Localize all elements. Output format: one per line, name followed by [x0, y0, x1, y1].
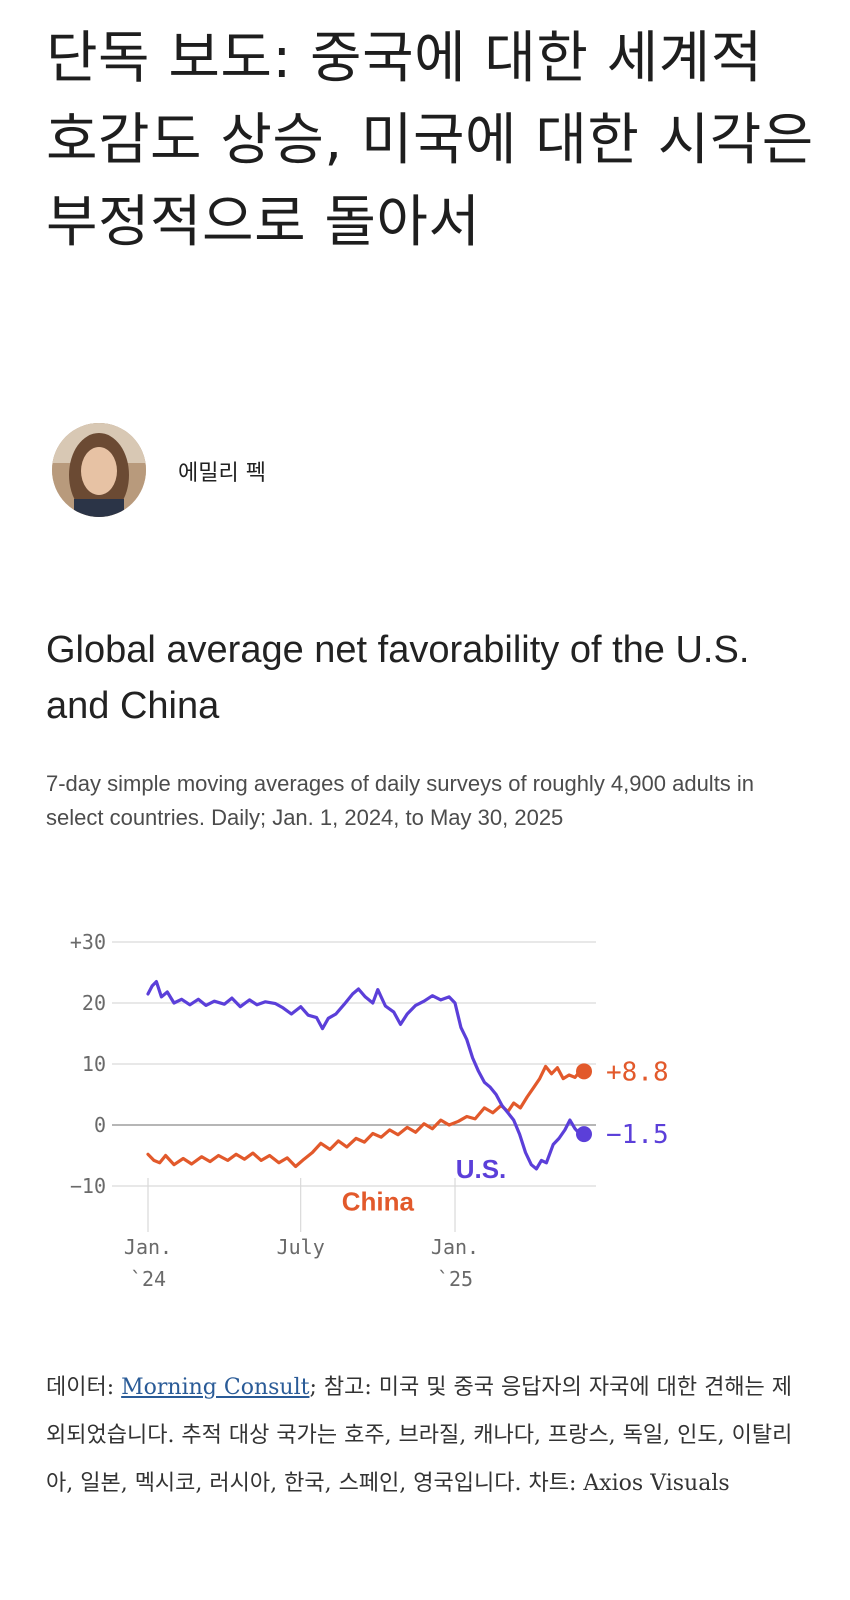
author-name[interactable]: 에밀리 펙 [178, 461, 266, 486]
chart-subtitle: 7-day simple moving averages of daily su… [46, 771, 755, 830]
y-tick-label: −10 [70, 1174, 106, 1198]
series-annotation-china: China [342, 1186, 415, 1216]
article-headline: 단독 보도: 중국에 대한 세계적 호감도 상승, 미국에 대한 시각은 부정적… [46, 26, 814, 255]
series-annotation-us: U.S. [456, 1154, 507, 1184]
chart-title: Global average net favorability of the U… [46, 629, 750, 727]
chart-footnote: 데이터: Morning Consult; 참고: 미국 및 중국 응답자의 자… [46, 1364, 806, 1508]
x-tick-label: July [277, 1235, 325, 1259]
end-label-us: −1.5 [606, 1120, 669, 1150]
x-tick-label: Jan. [124, 1235, 172, 1259]
y-tick-label: +30 [70, 930, 106, 954]
end-label-china: +8.8 [606, 1057, 669, 1087]
footnote-text: ; 참고: 미국 및 중국 응답자의 자국에 대한 견해는 제외되었습니다. 추… [46, 1375, 793, 1496]
author-avatar[interactable] [52, 423, 146, 517]
avatar-image [52, 423, 146, 517]
series-line-china [146, 1064, 582, 1169]
endpoint-dot-china [576, 1063, 592, 1080]
endpoint-dot-us [576, 1126, 592, 1143]
x-tick-year-label: `24 [130, 1267, 166, 1290]
x-tick-year-label: `25 [437, 1267, 473, 1290]
source-link[interactable]: Morning Consult [121, 1375, 310, 1400]
y-tick-label: 0 [94, 1113, 106, 1137]
x-tick-label: Jan. [431, 1235, 479, 1259]
footnote-prefix: 데이터: [46, 1375, 122, 1400]
y-tick-label: 10 [82, 1052, 106, 1076]
series-line-us [146, 980, 582, 1171]
y-tick-label: 20 [82, 991, 106, 1015]
